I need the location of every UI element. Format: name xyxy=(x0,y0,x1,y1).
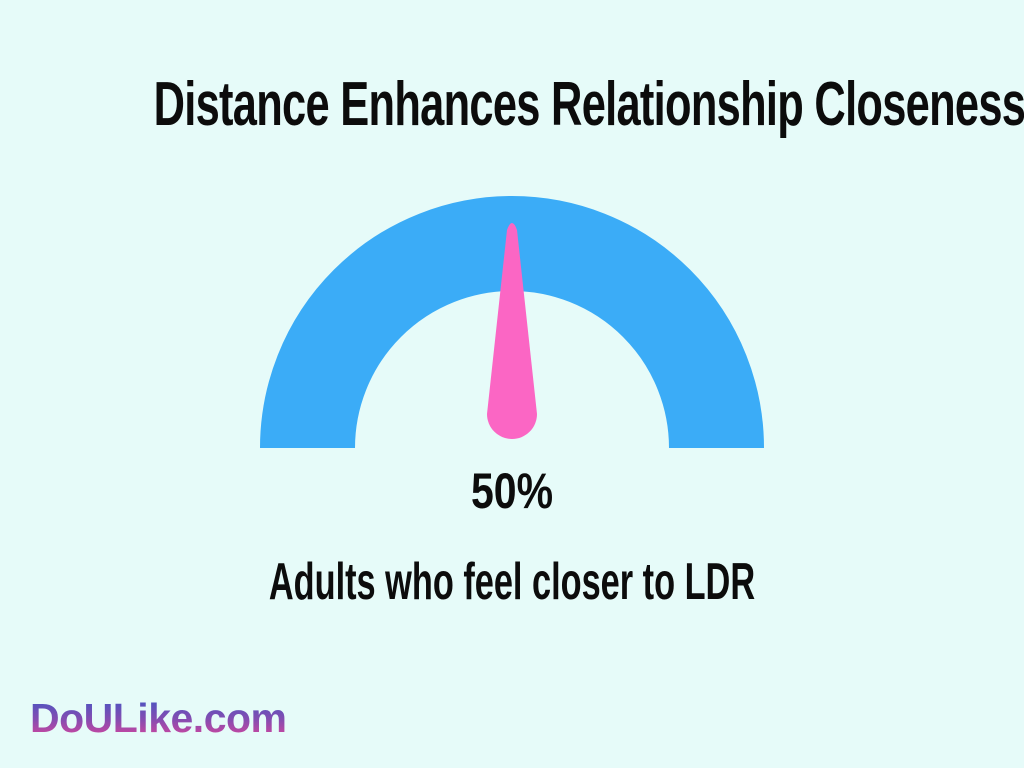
gauge-svg xyxy=(260,196,764,449)
gauge-description: Adults who feel closer to LDR xyxy=(268,553,756,611)
chart-title: Distance Enhances Relationship Closeness xyxy=(153,70,1024,139)
gauge-needle xyxy=(487,223,537,439)
brand-logo: DoULike.com xyxy=(30,695,287,741)
gauge-chart xyxy=(260,196,764,450)
gauge-value-label: 50% xyxy=(470,463,554,519)
